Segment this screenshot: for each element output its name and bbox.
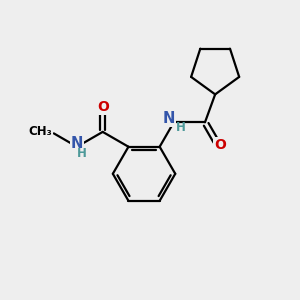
Text: N: N (71, 136, 83, 151)
Text: O: O (214, 138, 226, 152)
Text: O: O (97, 100, 109, 114)
Text: H: H (176, 121, 185, 134)
Text: CH₃: CH₃ (28, 125, 52, 138)
Text: N: N (162, 111, 175, 126)
Text: H: H (77, 147, 87, 160)
